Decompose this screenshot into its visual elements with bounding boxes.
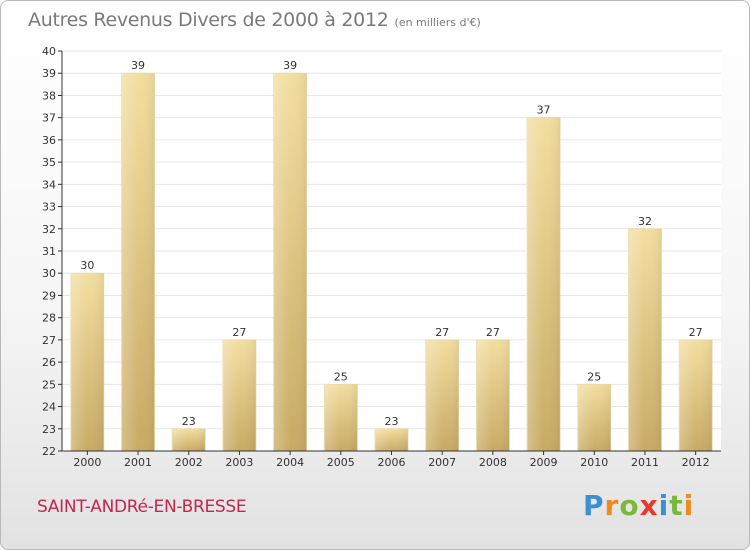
bar-shade xyxy=(476,339,510,451)
proxiti-logo[interactable]: Proxiti xyxy=(583,489,694,522)
bar-shade xyxy=(273,73,307,451)
chart-subtitle: (en milliers d'€) xyxy=(394,16,481,29)
y-tick-label: 39 xyxy=(42,67,56,80)
y-tick-label: 30 xyxy=(42,267,56,280)
logo-letter: P xyxy=(583,489,605,522)
x-tick-label: 2011 xyxy=(631,456,659,469)
bar-shade xyxy=(222,339,256,451)
bar-shade xyxy=(527,117,561,452)
y-tick-label: 23 xyxy=(42,423,56,436)
data-label: 39 xyxy=(283,59,297,72)
title-block: Autres Revenus Divers de 2000 à 2012 (en … xyxy=(28,9,481,31)
bar-shade xyxy=(628,228,662,451)
data-label: 39 xyxy=(131,59,145,72)
x-tick-label: 2010 xyxy=(580,456,608,469)
data-label: 25 xyxy=(334,370,348,383)
y-tick-label: 37 xyxy=(42,112,56,125)
y-tick-label: 33 xyxy=(42,201,56,214)
bar-shade xyxy=(324,384,358,451)
y-tick-label: 31 xyxy=(42,245,56,258)
data-label: 32 xyxy=(638,215,652,228)
y-tick-label: 35 xyxy=(42,156,56,169)
y-tick-label: 22 xyxy=(42,445,56,458)
data-label: 27 xyxy=(232,326,246,339)
bar-shade xyxy=(70,273,104,451)
logo-letter: x xyxy=(639,489,659,522)
y-tick-label: 32 xyxy=(42,223,56,236)
y-tick-label: 29 xyxy=(42,289,56,302)
data-label: 30 xyxy=(80,259,94,272)
data-label: 27 xyxy=(435,326,449,339)
bar-shade xyxy=(679,339,713,451)
y-tick-label: 34 xyxy=(42,178,56,191)
y-tick-label: 25 xyxy=(42,378,56,391)
x-tick-label: 2006 xyxy=(378,456,406,469)
data-label: 27 xyxy=(486,326,500,339)
y-tick-label: 40 xyxy=(42,45,56,58)
x-tick-label: 2002 xyxy=(175,456,203,469)
logo-letter: o xyxy=(619,489,640,522)
data-label: 23 xyxy=(385,415,399,428)
y-tick-label: 38 xyxy=(42,89,56,102)
x-tick-label: 2012 xyxy=(682,456,710,469)
x-tick-label: 2001 xyxy=(124,456,152,469)
logo-letter: t xyxy=(669,489,684,522)
y-tick-label: 28 xyxy=(42,312,56,325)
y-tick-label: 24 xyxy=(42,401,56,414)
bar-shade xyxy=(425,339,459,451)
bar-shade xyxy=(121,73,155,451)
chart-title: Autres Revenus Divers de 2000 à 2012 xyxy=(28,9,389,31)
logo-letter: r xyxy=(604,489,620,522)
bar-shade xyxy=(577,384,611,451)
x-tick-label: 2007 xyxy=(428,456,456,469)
place-name: SAINT-ANDRé-EN-BRESSE xyxy=(37,497,247,517)
logo-letter: i xyxy=(658,489,670,522)
x-tick-label: 2009 xyxy=(530,456,558,469)
data-label: 25 xyxy=(587,370,601,383)
y-tick-label: 36 xyxy=(42,134,56,147)
x-tick-label: 2008 xyxy=(479,456,507,469)
bar-shade xyxy=(172,428,206,451)
x-tick-label: 2005 xyxy=(327,456,355,469)
y-tick-label: 26 xyxy=(42,356,56,369)
logo-letter: i xyxy=(683,489,695,522)
data-label: 23 xyxy=(182,415,196,428)
data-label: 27 xyxy=(689,326,703,339)
bar-shade xyxy=(375,428,408,451)
x-tick-label: 2003 xyxy=(225,456,253,469)
x-tick-label: 2004 xyxy=(276,456,304,469)
data-label: 37 xyxy=(537,104,551,117)
x-tick-label: 2000 xyxy=(73,456,101,469)
y-tick-label: 27 xyxy=(42,334,56,347)
